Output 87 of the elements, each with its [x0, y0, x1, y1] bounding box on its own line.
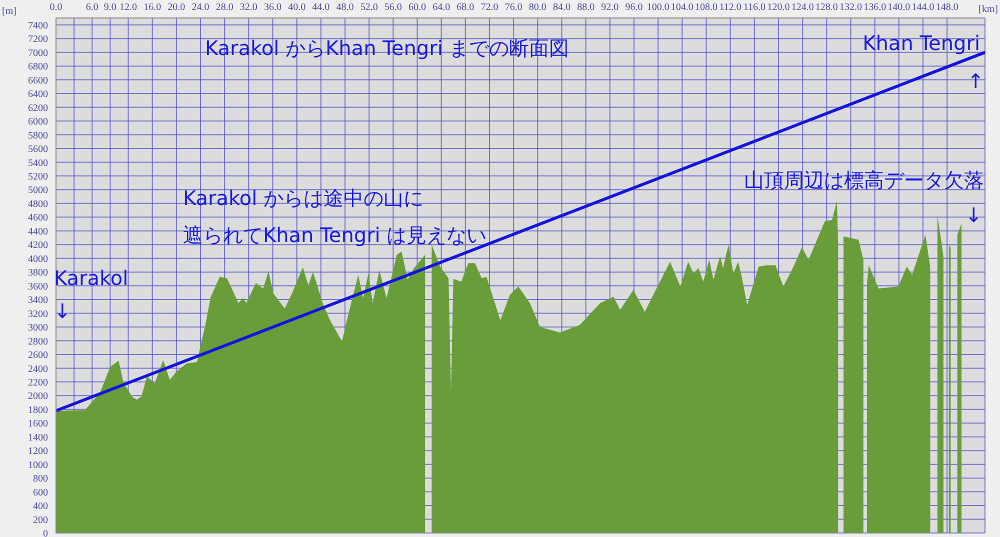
y-tick-label: 4600 — [28, 212, 48, 224]
x-tick-label: 136.0 — [864, 2, 886, 13]
y-tick-label: 7000 — [28, 48, 48, 59]
x-tick-label: 100.0 — [646, 2, 670, 13]
y-tick-label: 0 — [43, 528, 48, 537]
y-tick-label: 7400 — [28, 20, 48, 32]
x-tick-label: 20.0 — [168, 2, 186, 13]
y-tick-label: 7200 — [28, 34, 48, 46]
y-tick-label: 1800 — [28, 404, 48, 416]
y-tick-label: 3600 — [28, 281, 48, 292]
x-tick-label: 0.0 — [50, 2, 62, 13]
y-tick-label: 1400 — [28, 432, 48, 444]
y-tick-label: 400 — [33, 501, 48, 512]
x-tick-label: 148.0 — [936, 2, 958, 13]
y-tick-label: 2400 — [28, 364, 48, 375]
x-tick-label: 64.0 — [432, 2, 450, 13]
annotation: 山頂周辺は標高データ欠落 — [744, 168, 984, 192]
y-tick-label: 6800 — [28, 62, 48, 73]
x-tick-label: 140.0 — [888, 2, 910, 13]
x-tick-label: 6.0 — [86, 2, 98, 13]
x-tick-label: 9.0 — [104, 2, 116, 13]
y-tick-label: 4400 — [28, 226, 48, 238]
x-tick-label: 108.0 — [694, 2, 718, 13]
x-tick-label: 56.0 — [384, 2, 402, 13]
y-tick-label: 3000 — [28, 322, 48, 334]
x-tick-label: 92.0 — [601, 2, 619, 13]
text: Karakol からKhan Tengri までの断面図 — [205, 36, 570, 60]
x-tick-label: 36.0 — [264, 2, 282, 13]
y-tick-label: 5800 — [28, 130, 48, 142]
x-tick-label: 72.0 — [480, 2, 498, 13]
x-tick-label: 52.0 — [360, 2, 378, 13]
y-tick-label: 3200 — [28, 308, 48, 320]
x-tick-label: 24.0 — [192, 2, 210, 13]
y-tick-label: 1600 — [28, 418, 48, 430]
annotation: Karakol からは途中の山に — [183, 186, 424, 210]
x-tick-label: 132.0 — [839, 2, 862, 13]
y-tick-label: 5400 — [28, 158, 48, 169]
x-tick-label: 12.0 — [120, 2, 137, 13]
y-tick-label: 5200 — [28, 171, 48, 182]
y-tick-label: 4200 — [28, 240, 48, 252]
y-tick-label: 5600 — [28, 144, 48, 156]
x-tick-label: 88.0 — [577, 2, 595, 13]
x-tick-label: 124.0 — [791, 2, 814, 13]
x-tick-label: 80.0 — [528, 2, 546, 13]
x-tick-label: 48.0 — [336, 2, 354, 13]
x-tick-label: 40.0 — [288, 2, 306, 13]
y-tick-label: 6000 — [28, 116, 48, 128]
y-tick-label: 6600 — [28, 75, 48, 86]
annotation: Khan Tengri — [862, 31, 980, 55]
y-tick-label: 2800 — [28, 336, 48, 348]
y-tick-label: 1200 — [28, 446, 48, 458]
annotation: ↓ — [965, 203, 982, 227]
x-tick-label: 60.0 — [408, 2, 426, 13]
x-tick-label: 16.0 — [144, 2, 162, 13]
x-tick-label: 84.0 — [552, 2, 570, 13]
y-tick-label: 3800 — [28, 268, 48, 279]
y-tick-label: 600 — [33, 487, 48, 498]
y-tick-label: 4000 — [28, 254, 48, 265]
x-tick-label: 120.0 — [767, 2, 790, 13]
x-tick-label: 68.0 — [456, 2, 474, 13]
y-tick-label: 6400 — [28, 89, 48, 100]
x-tick-label: 32.0 — [240, 2, 258, 13]
annotation: ↓ — [54, 299, 71, 323]
y-tick-label: 2600 — [28, 350, 48, 362]
x-tick-label: 96.0 — [625, 2, 643, 13]
y-axis-title: [m] — [2, 6, 16, 17]
y-tick-label: 3400 — [28, 295, 48, 306]
x-tick-label: 28.0 — [216, 2, 234, 13]
x-tick-label: 128.0 — [815, 2, 838, 13]
y-tick-label: 5000 — [28, 185, 48, 196]
y-tick-label: 200 — [33, 514, 48, 526]
annotation: ↑ — [967, 69, 984, 93]
x-tick-label: 116.0 — [743, 2, 766, 13]
y-tick-label: 4800 — [28, 198, 48, 210]
y-tick-label: 2200 — [28, 377, 48, 388]
x-tick-label: 76.0 — [504, 2, 522, 13]
x-tick-label: 144.0 — [912, 2, 934, 13]
x-tick-label: 104.0 — [670, 2, 694, 13]
x-tick-label: 44.0 — [312, 2, 330, 13]
x-axis-title: [km] — [978, 4, 998, 15]
x-tick-label: 112.0 — [719, 2, 742, 13]
y-tick-label: 6200 — [28, 102, 48, 114]
annotation: 遮られてKhan Tengri は見えない — [183, 223, 487, 247]
y-tick-label: 800 — [33, 474, 48, 485]
y-tick-label: 1000 — [28, 460, 48, 471]
annotation: Karakol — [54, 266, 128, 290]
y-tick-label: 2000 — [28, 391, 48, 402]
